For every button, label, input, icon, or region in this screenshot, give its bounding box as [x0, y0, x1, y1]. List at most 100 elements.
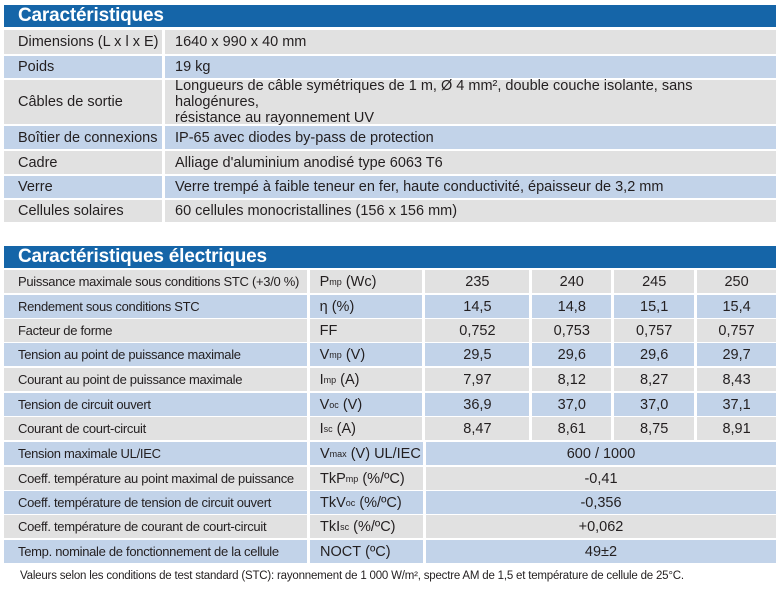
- unit: (A): [332, 420, 356, 437]
- electrical-row: Coeff. température de tension de circuit…: [4, 491, 776, 514]
- symbol-subscript: sc: [323, 423, 333, 434]
- parameter-label: Courant de court-circuit: [4, 417, 307, 440]
- value-cell-merged: -0,356: [426, 491, 776, 514]
- parameter-label: Coeff. température de courant de court-c…: [4, 515, 307, 538]
- symbol: V: [319, 396, 330, 413]
- value-cell-merged: +0,062: [426, 515, 776, 538]
- spec-value: Alliage d'aluminium anodisé type 6063 T6: [165, 151, 776, 174]
- symbol: I: [319, 420, 324, 437]
- parameter-label: Tension au point de puissance maximale: [4, 343, 307, 366]
- spec-value-line-2: résistance au rayonnement UV: [175, 110, 375, 126]
- spec-value: IP-65 avec diodes by-pass de protection: [165, 126, 776, 149]
- spec-label: Boîtier de connexions: [4, 126, 162, 149]
- value-cell-merged: 600 / 1000: [426, 442, 776, 465]
- spec-row-glass: Verre Verre trempé à faible teneur en fe…: [4, 176, 776, 198]
- electrical-row: Rendement sous conditions STC η (%) 14,5 14…: [4, 295, 776, 318]
- spec-label: Cellules solaires: [4, 200, 162, 222]
- spec-value: Longueurs de câble symétriques de 1 m, Ø…: [165, 78, 776, 126]
- spec-row-frame: Cadre Alliage d'aluminium anodisé type 6…: [4, 151, 776, 174]
- value-cell: 14,5: [425, 295, 530, 318]
- unit: (Wc): [341, 273, 377, 290]
- electrical-row: Coeff. température au point maximal de p…: [4, 467, 776, 490]
- parameter-label: Coeff. température de tension de circuit…: [4, 491, 307, 514]
- value-cell: 8,75: [614, 417, 695, 440]
- value-cell-merged: -0,41: [426, 467, 776, 490]
- symbol: TkV: [320, 494, 346, 511]
- spec-value: 19 kg: [165, 56, 776, 78]
- parameter-label: Courant au point de puissance maximale: [4, 368, 307, 391]
- value-cell: 0,757: [697, 319, 776, 342]
- symbol: I: [319, 371, 324, 388]
- value-cell: 8,27: [614, 368, 695, 391]
- value-cell: 14,8: [532, 295, 612, 318]
- spec-label: Câbles de sortie: [4, 80, 162, 124]
- value-cell: 8,47: [425, 417, 530, 440]
- value-cell: 7,97: [425, 368, 530, 391]
- parameter-symbol: TkI sc (%/ºC): [310, 515, 423, 538]
- parameter-label: Temp. nominale de fonctionnement de la c…: [4, 540, 307, 563]
- value-cell: 29,6: [614, 343, 695, 366]
- parameter-label: Tension maximale UL/IEC: [4, 442, 307, 465]
- value-cell: 250: [697, 270, 776, 293]
- value-cell: 240: [532, 270, 612, 293]
- unit: (V) UL/IEC: [346, 445, 421, 462]
- symbol: η: [319, 298, 328, 315]
- electrical-section-title: Caractéristiques électriques: [4, 246, 776, 268]
- value-cell: 8,12: [532, 368, 612, 391]
- spec-value: 60 cellules monocristallines (156 x 156 …: [165, 200, 776, 222]
- value-cell: 37,1: [697, 393, 776, 416]
- symbol-subscript: mp: [323, 374, 337, 385]
- parameter-label: Facteur de forme: [4, 319, 307, 342]
- value-cell: 29,5: [425, 343, 530, 366]
- electrical-row: Coeff. température de courant de court-c…: [4, 515, 776, 538]
- symbol-subscript: mp: [345, 473, 359, 484]
- electrical-row: Temp. nominale de fonctionnement de la c…: [4, 540, 776, 563]
- value-cell: 29,6: [532, 343, 612, 366]
- value-cell: 8,61: [532, 417, 612, 440]
- value-cell: 245: [614, 270, 695, 293]
- parameter-symbol: TkP mp (%/ºC): [310, 467, 423, 490]
- parameter-symbol: FF: [309, 319, 423, 342]
- unit: (%/ºC): [349, 518, 396, 535]
- spec-value: 1640 x 990 x 40 mm: [165, 30, 776, 54]
- parameter-label: Tension de circuit ouvert: [4, 393, 307, 416]
- symbol: FF: [319, 322, 338, 339]
- value-cell: 0,753: [532, 319, 612, 342]
- symbol: TkP: [320, 470, 346, 487]
- value-cell: 8,91: [697, 417, 776, 440]
- parameter-label: Coeff. température au point maximal de p…: [4, 467, 307, 490]
- unit: (%/ºC): [358, 470, 405, 487]
- value-cell: 0,757: [614, 319, 695, 342]
- spec-row-cables: Câbles de sortie Longueurs de câble symé…: [4, 78, 776, 126]
- value-cell: 37,0: [532, 393, 612, 416]
- symbol-subscript: max: [329, 448, 347, 459]
- spec-row-dimensions: Dimensions (L x l x E) 1640 x 990 x 40 m…: [4, 30, 776, 54]
- unit: (%): [327, 298, 355, 315]
- symbol-subscript: oc: [329, 399, 339, 410]
- value-cell: 0,752: [425, 319, 530, 342]
- value-cell: 37,0: [614, 393, 695, 416]
- symbol: P: [319, 273, 330, 290]
- value-cell: 15,4: [697, 295, 776, 318]
- symbol: V: [320, 445, 330, 462]
- electrical-row: Facteur de forme FF 0,752 0,753 0,757 0,757: [4, 319, 776, 342]
- value-cell: 8,43: [697, 368, 776, 391]
- footnote: Valeurs selon les conditions de test sta…: [20, 570, 684, 582]
- symbol-subscript: sc: [340, 521, 350, 532]
- value-cell: 29,7: [697, 343, 776, 366]
- parameter-symbol: TkV oc (%/ºC): [310, 491, 423, 514]
- unit: (A): [336, 371, 360, 388]
- unit: (ºC): [361, 543, 391, 560]
- symbol: NOCT: [320, 543, 362, 560]
- parameter-label: Rendement sous conditions STC: [4, 295, 307, 318]
- parameter-symbol: NOCT (ºC): [310, 540, 423, 563]
